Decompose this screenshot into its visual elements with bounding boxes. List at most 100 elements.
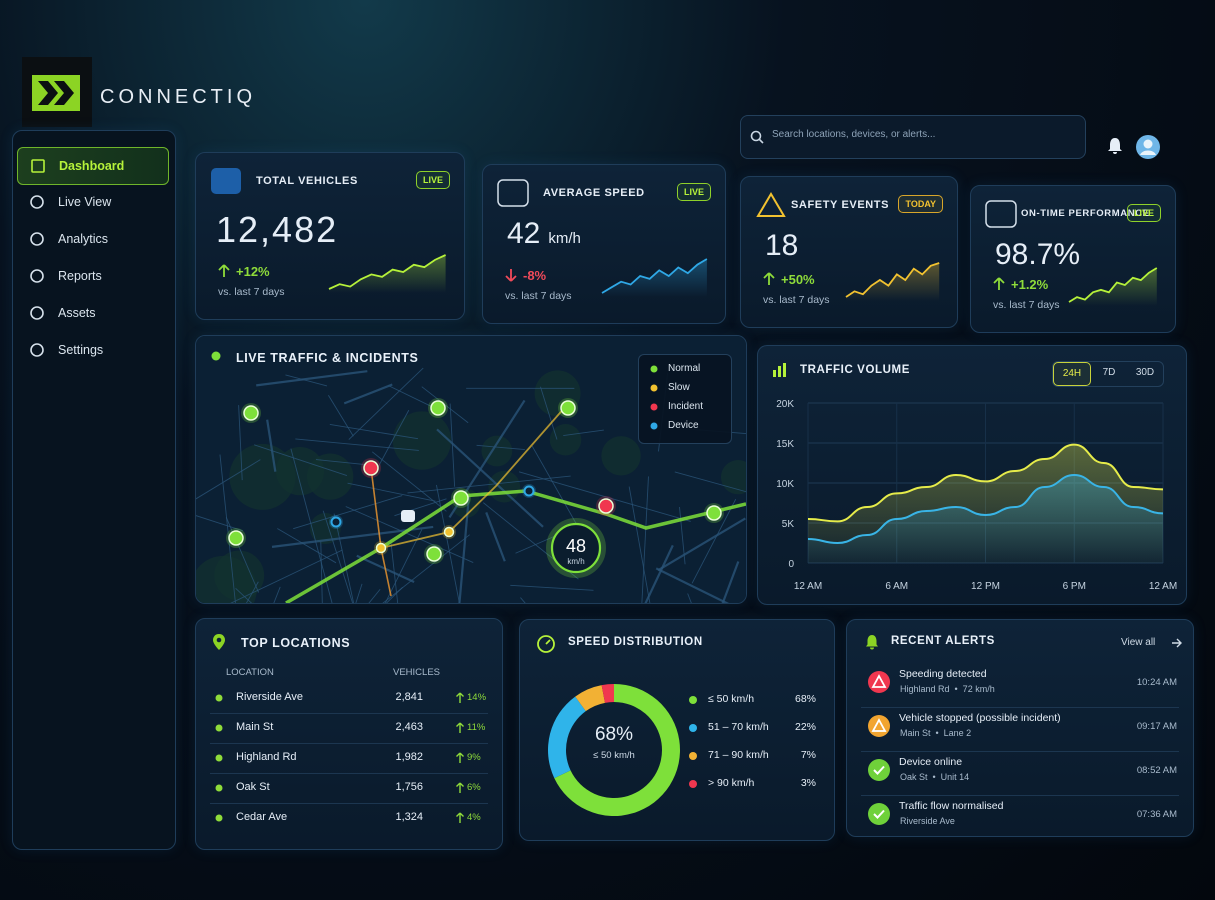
locations-title: TOP LOCATIONS <box>241 636 351 650</box>
legend-dot-shape <box>650 422 658 430</box>
legend-dot <box>689 696 697 704</box>
row-divider <box>210 713 488 714</box>
row-dot <box>215 754 223 762</box>
street <box>329 424 419 440</box>
kpi-compare: vs. last 7 days <box>763 294 830 306</box>
park <box>275 447 325 496</box>
kpi-change: +50% <box>781 272 815 287</box>
check <box>873 765 885 775</box>
range-button[interactable]: 24H <box>1053 362 1091 386</box>
legend-dot <box>689 752 697 760</box>
speed-panel: SPEED DISTRIBUTION 68% ≤ 50 km/h ≤ 50 km… <box>519 619 835 841</box>
legend-dot <box>650 365 658 373</box>
street <box>373 409 410 475</box>
street <box>390 543 399 603</box>
street <box>225 517 260 593</box>
kpi-card: AVERAGE SPEED LIVE 42 km/h -8% vs. last 7 day… <box>482 164 726 324</box>
row-dot-shape <box>215 814 223 822</box>
street <box>245 581 259 603</box>
speed-ring <box>550 522 602 574</box>
donut-center-value: 68% <box>594 724 634 745</box>
nav-label: Assets <box>58 306 96 320</box>
kpi-value: 42 <box>507 217 541 250</box>
alert-time: 10:24 AM <box>1136 677 1177 688</box>
marker <box>426 546 442 562</box>
arrow-shape <box>456 812 464 823</box>
range-toggle: 24H 7D 30D <box>1052 361 1164 387</box>
warning-shape <box>756 192 786 217</box>
arrow-shape <box>218 264 230 277</box>
map-legend: Normal Slow Incident Device <box>638 354 732 444</box>
marker <box>598 498 614 514</box>
row-dot <box>215 784 223 792</box>
range-button[interactable]: 30D <box>1135 367 1155 378</box>
kpi-value-row: 12,482 <box>216 209 338 251</box>
location-name: Riverside Ave <box>236 691 304 703</box>
nav-label: Dashboard <box>59 159 125 173</box>
nav-item[interactable]: Live View <box>17 184 167 220</box>
search-icon <box>750 130 764 144</box>
view-all[interactable]: View all <box>1121 637 1156 648</box>
sparkline <box>329 254 447 293</box>
kpi-icon-bg <box>497 179 529 207</box>
nav-item[interactable]: Reports <box>17 258 167 294</box>
street <box>721 561 740 603</box>
map-title: LIVE TRAFFIC & INCIDENTS <box>236 351 419 365</box>
location-change: 11% <box>467 722 486 733</box>
marker <box>443 526 455 538</box>
street <box>384 529 423 603</box>
nav-item[interactable]: Dashboard <box>17 147 169 185</box>
sparkline-area <box>1069 268 1157 306</box>
kpi-badge: LIVE <box>1126 204 1161 222</box>
kpi-change: +1.2% <box>1011 277 1049 292</box>
trend-arrow <box>456 812 464 823</box>
nav-item[interactable]: Analytics <box>17 221 167 257</box>
location-name: Oak St <box>236 781 270 793</box>
marker <box>453 490 469 506</box>
location-change: 9% <box>467 752 481 763</box>
avatar[interactable] <box>1135 134 1161 160</box>
nav-icon-shape <box>31 159 45 173</box>
view-all-arrow <box>1172 638 1182 648</box>
route-branch <box>380 405 567 549</box>
bars-icon <box>773 363 786 377</box>
alert-time: 08:52 AM <box>1136 765 1177 776</box>
street <box>293 495 403 530</box>
bell-icon[interactable] <box>1105 136 1125 156</box>
row-divider <box>861 795 1179 796</box>
traffic-panel: TRAFFIC VOLUME 24H 7D 30D 0 5K 10K 15K 20K 12 A… <box>757 345 1187 605</box>
street <box>407 475 571 494</box>
arrow-shape <box>456 752 464 763</box>
nav-item[interactable]: Assets <box>17 295 167 331</box>
sparkline-line <box>845 262 940 298</box>
legend-dot-shape <box>650 403 658 411</box>
sparkline-line <box>329 254 447 290</box>
legend-dot <box>689 724 697 732</box>
y-tick-label: 5K <box>782 519 795 530</box>
street <box>540 386 558 440</box>
nav-icon-shape <box>30 269 44 283</box>
kpi-card: SAFETY EVENTS TODAY 18 +50% vs. last 7 days <box>740 176 958 328</box>
series-line <box>807 473 1164 545</box>
nav-item[interactable]: Settings <box>17 332 167 368</box>
street <box>449 403 456 487</box>
location-name: Cedar Ave <box>236 811 288 823</box>
nav-icon-shape <box>30 232 44 246</box>
row-divider <box>210 773 488 774</box>
sparkline <box>601 258 708 297</box>
search-box[interactable]: Search locations, devices, or alerts... <box>740 115 1086 159</box>
vehicle-marker <box>401 510 415 522</box>
location-vehicles: 1,982 <box>395 751 423 763</box>
row-divider <box>861 707 1179 708</box>
row-dot-shape <box>215 724 223 732</box>
kpi-icon <box>756 192 786 217</box>
arrow-shape <box>763 272 775 285</box>
street <box>347 482 436 502</box>
range-button[interactable]: 7D <box>1102 367 1116 378</box>
kpi-unit: km/h <box>548 230 581 247</box>
trend-arrow <box>218 264 230 277</box>
locations-panel: TOP LOCATIONS LOCATION VEHICLES Riversid… <box>195 618 503 850</box>
legend-dot-shape <box>689 696 697 704</box>
street <box>230 549 343 603</box>
